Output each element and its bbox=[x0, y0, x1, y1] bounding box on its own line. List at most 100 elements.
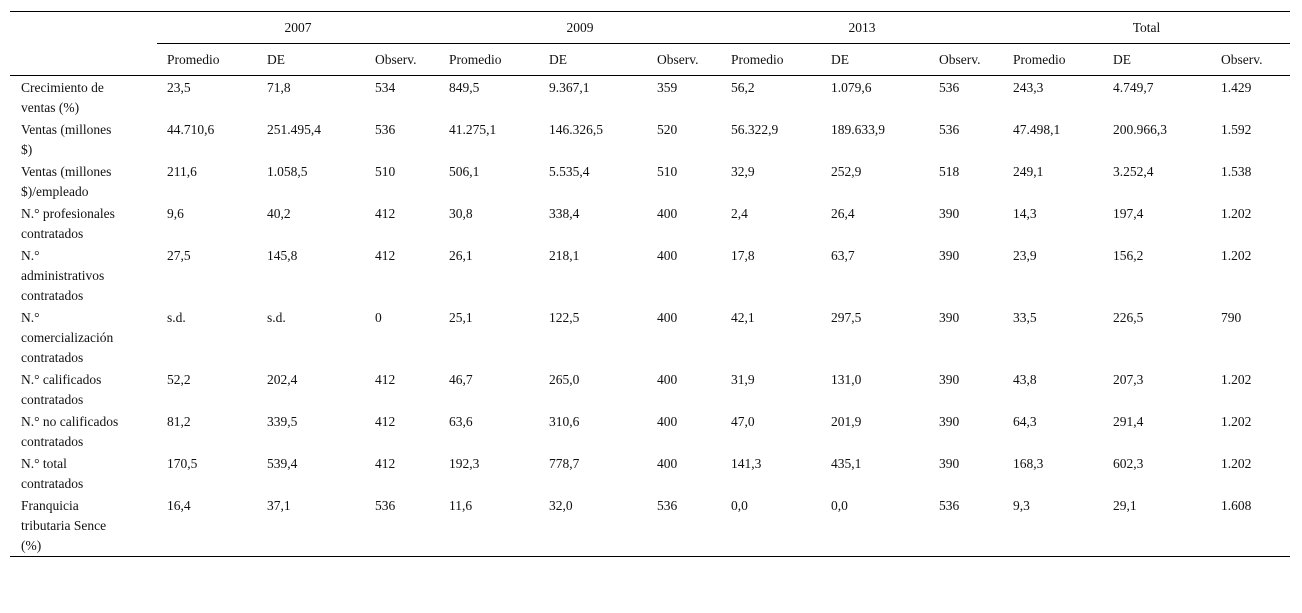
cell: 1.202 bbox=[1221, 206, 1252, 221]
cell: 1.202 bbox=[1221, 414, 1252, 429]
cell: 435,1 bbox=[831, 456, 862, 471]
table-body: Crecimiento de ventas (%) 23,5 71,8 534 849,… bbox=[10, 76, 1290, 557]
cell: 52,2 bbox=[167, 372, 191, 387]
cell: 192,3 bbox=[449, 456, 480, 471]
table-row: N.° profesionales contratados 9,6 40,2 412 3… bbox=[10, 202, 1290, 244]
cell: 390 bbox=[939, 456, 960, 471]
cell: 122,5 bbox=[549, 310, 580, 325]
cell: 131,0 bbox=[831, 372, 862, 387]
column-header: DE bbox=[1103, 43, 1211, 76]
cell: 3.252,4 bbox=[1113, 164, 1154, 179]
cell: 1.202 bbox=[1221, 456, 1252, 471]
column-header: Observ. bbox=[365, 43, 439, 76]
cell: 16,4 bbox=[167, 498, 191, 513]
cell: 189.633,9 bbox=[831, 122, 885, 137]
cell: 1.202 bbox=[1221, 248, 1252, 263]
cell: 81,2 bbox=[167, 414, 191, 429]
cell: 0,0 bbox=[731, 498, 748, 513]
row-label-cell: Franquicia tributaria Sence (%) bbox=[10, 494, 157, 557]
cell: 400 bbox=[657, 414, 678, 429]
column-header: Promedio bbox=[721, 43, 821, 76]
cell: 218,1 bbox=[549, 248, 580, 263]
cell: 412 bbox=[375, 414, 396, 429]
cell: 539,4 bbox=[267, 456, 298, 471]
cell: 0,0 bbox=[831, 498, 848, 513]
cell: 265,0 bbox=[549, 372, 580, 387]
cell: 43,8 bbox=[1013, 372, 1037, 387]
cell: 338,4 bbox=[549, 206, 580, 221]
table-row: Crecimiento de ventas (%) 23,5 71,8 534 849,… bbox=[10, 76, 1290, 119]
cell: 146.326,5 bbox=[549, 122, 603, 137]
corner-cell bbox=[10, 11, 157, 76]
cell: 790 bbox=[1221, 310, 1242, 325]
cell: 47,0 bbox=[731, 414, 755, 429]
cell: 390 bbox=[939, 310, 960, 325]
row-label: Ventas (millones $) bbox=[21, 122, 112, 157]
cell: 1.058,5 bbox=[267, 164, 308, 179]
cell: 201,9 bbox=[831, 414, 862, 429]
cell: 390 bbox=[939, 206, 960, 221]
cell: 602,3 bbox=[1113, 456, 1144, 471]
row-label: N.° comercialización contratados bbox=[21, 310, 114, 365]
cell: 1.592 bbox=[1221, 122, 1252, 137]
group-header: Total bbox=[1003, 11, 1290, 44]
row-label: N.° no calificados contratados bbox=[21, 414, 119, 449]
cell: 2,4 bbox=[731, 206, 748, 221]
cell: 200.966,3 bbox=[1113, 122, 1167, 137]
table-row: N.° calificados contratados 52,2 202,4 412 4… bbox=[10, 368, 1290, 410]
cell: 32,9 bbox=[731, 164, 755, 179]
group-header: 2009 bbox=[439, 11, 721, 44]
cell: 400 bbox=[657, 206, 678, 221]
group-header: 2007 bbox=[157, 11, 439, 44]
cell: 536 bbox=[657, 498, 678, 513]
cell: 156,2 bbox=[1113, 248, 1144, 263]
cell: 778,7 bbox=[549, 456, 580, 471]
cell: 359 bbox=[657, 80, 678, 95]
cell: s.d. bbox=[267, 310, 286, 325]
row-label-cell: N.° administrativos contratados bbox=[10, 244, 157, 306]
column-header: Observ. bbox=[1211, 43, 1290, 76]
group-header: 2013 bbox=[721, 11, 1003, 44]
cell: 9.367,1 bbox=[549, 80, 590, 95]
cell: s.d. bbox=[167, 310, 186, 325]
group-header-row: 2007 2009 2013 Total bbox=[10, 11, 1290, 76]
cell: 30,8 bbox=[449, 206, 473, 221]
cell: 400 bbox=[657, 456, 678, 471]
cell: 32,0 bbox=[549, 498, 573, 513]
cell: 197,4 bbox=[1113, 206, 1144, 221]
row-label-cell: Ventas (millones $)/empleado bbox=[10, 160, 157, 202]
row-label: Crecimiento de ventas (%) bbox=[21, 80, 104, 115]
cell: 71,8 bbox=[267, 80, 291, 95]
cell: 412 bbox=[375, 248, 396, 263]
cell: 168,3 bbox=[1013, 456, 1044, 471]
cell: 252,9 bbox=[831, 164, 862, 179]
table-row: N.° administrativos contratados 27,5 145,8… bbox=[10, 244, 1290, 306]
column-header: Observ. bbox=[929, 43, 1003, 76]
column-header: Promedio bbox=[157, 43, 257, 76]
cell: 249,1 bbox=[1013, 164, 1044, 179]
table-row: Franquicia tributaria Sence (%) 16,4 37,1 5… bbox=[10, 494, 1290, 557]
column-header: Promedio bbox=[439, 43, 539, 76]
cell: 536 bbox=[375, 498, 396, 513]
cell: 31,9 bbox=[731, 372, 755, 387]
column-header: Observ. bbox=[647, 43, 721, 76]
cell: 29,1 bbox=[1113, 498, 1137, 513]
cell: 4.749,7 bbox=[1113, 80, 1154, 95]
cell: 520 bbox=[657, 122, 678, 137]
cell: 390 bbox=[939, 372, 960, 387]
cell: 510 bbox=[657, 164, 678, 179]
cell: 291,4 bbox=[1113, 414, 1144, 429]
cell: 339,5 bbox=[267, 414, 298, 429]
cell: 46,7 bbox=[449, 372, 473, 387]
cell: 141,3 bbox=[731, 456, 762, 471]
cell: 5.535,4 bbox=[549, 164, 590, 179]
cell: 42,1 bbox=[731, 310, 755, 325]
cell: 63,7 bbox=[831, 248, 855, 263]
cell: 390 bbox=[939, 414, 960, 429]
column-header: DE bbox=[257, 43, 365, 76]
cell: 506,1 bbox=[449, 164, 480, 179]
table-row: N.° total contratados 170,5 539,4 412 192,3 7… bbox=[10, 452, 1290, 494]
cell: 518 bbox=[939, 164, 960, 179]
cell: 145,8 bbox=[267, 248, 298, 263]
cell: 40,2 bbox=[267, 206, 291, 221]
